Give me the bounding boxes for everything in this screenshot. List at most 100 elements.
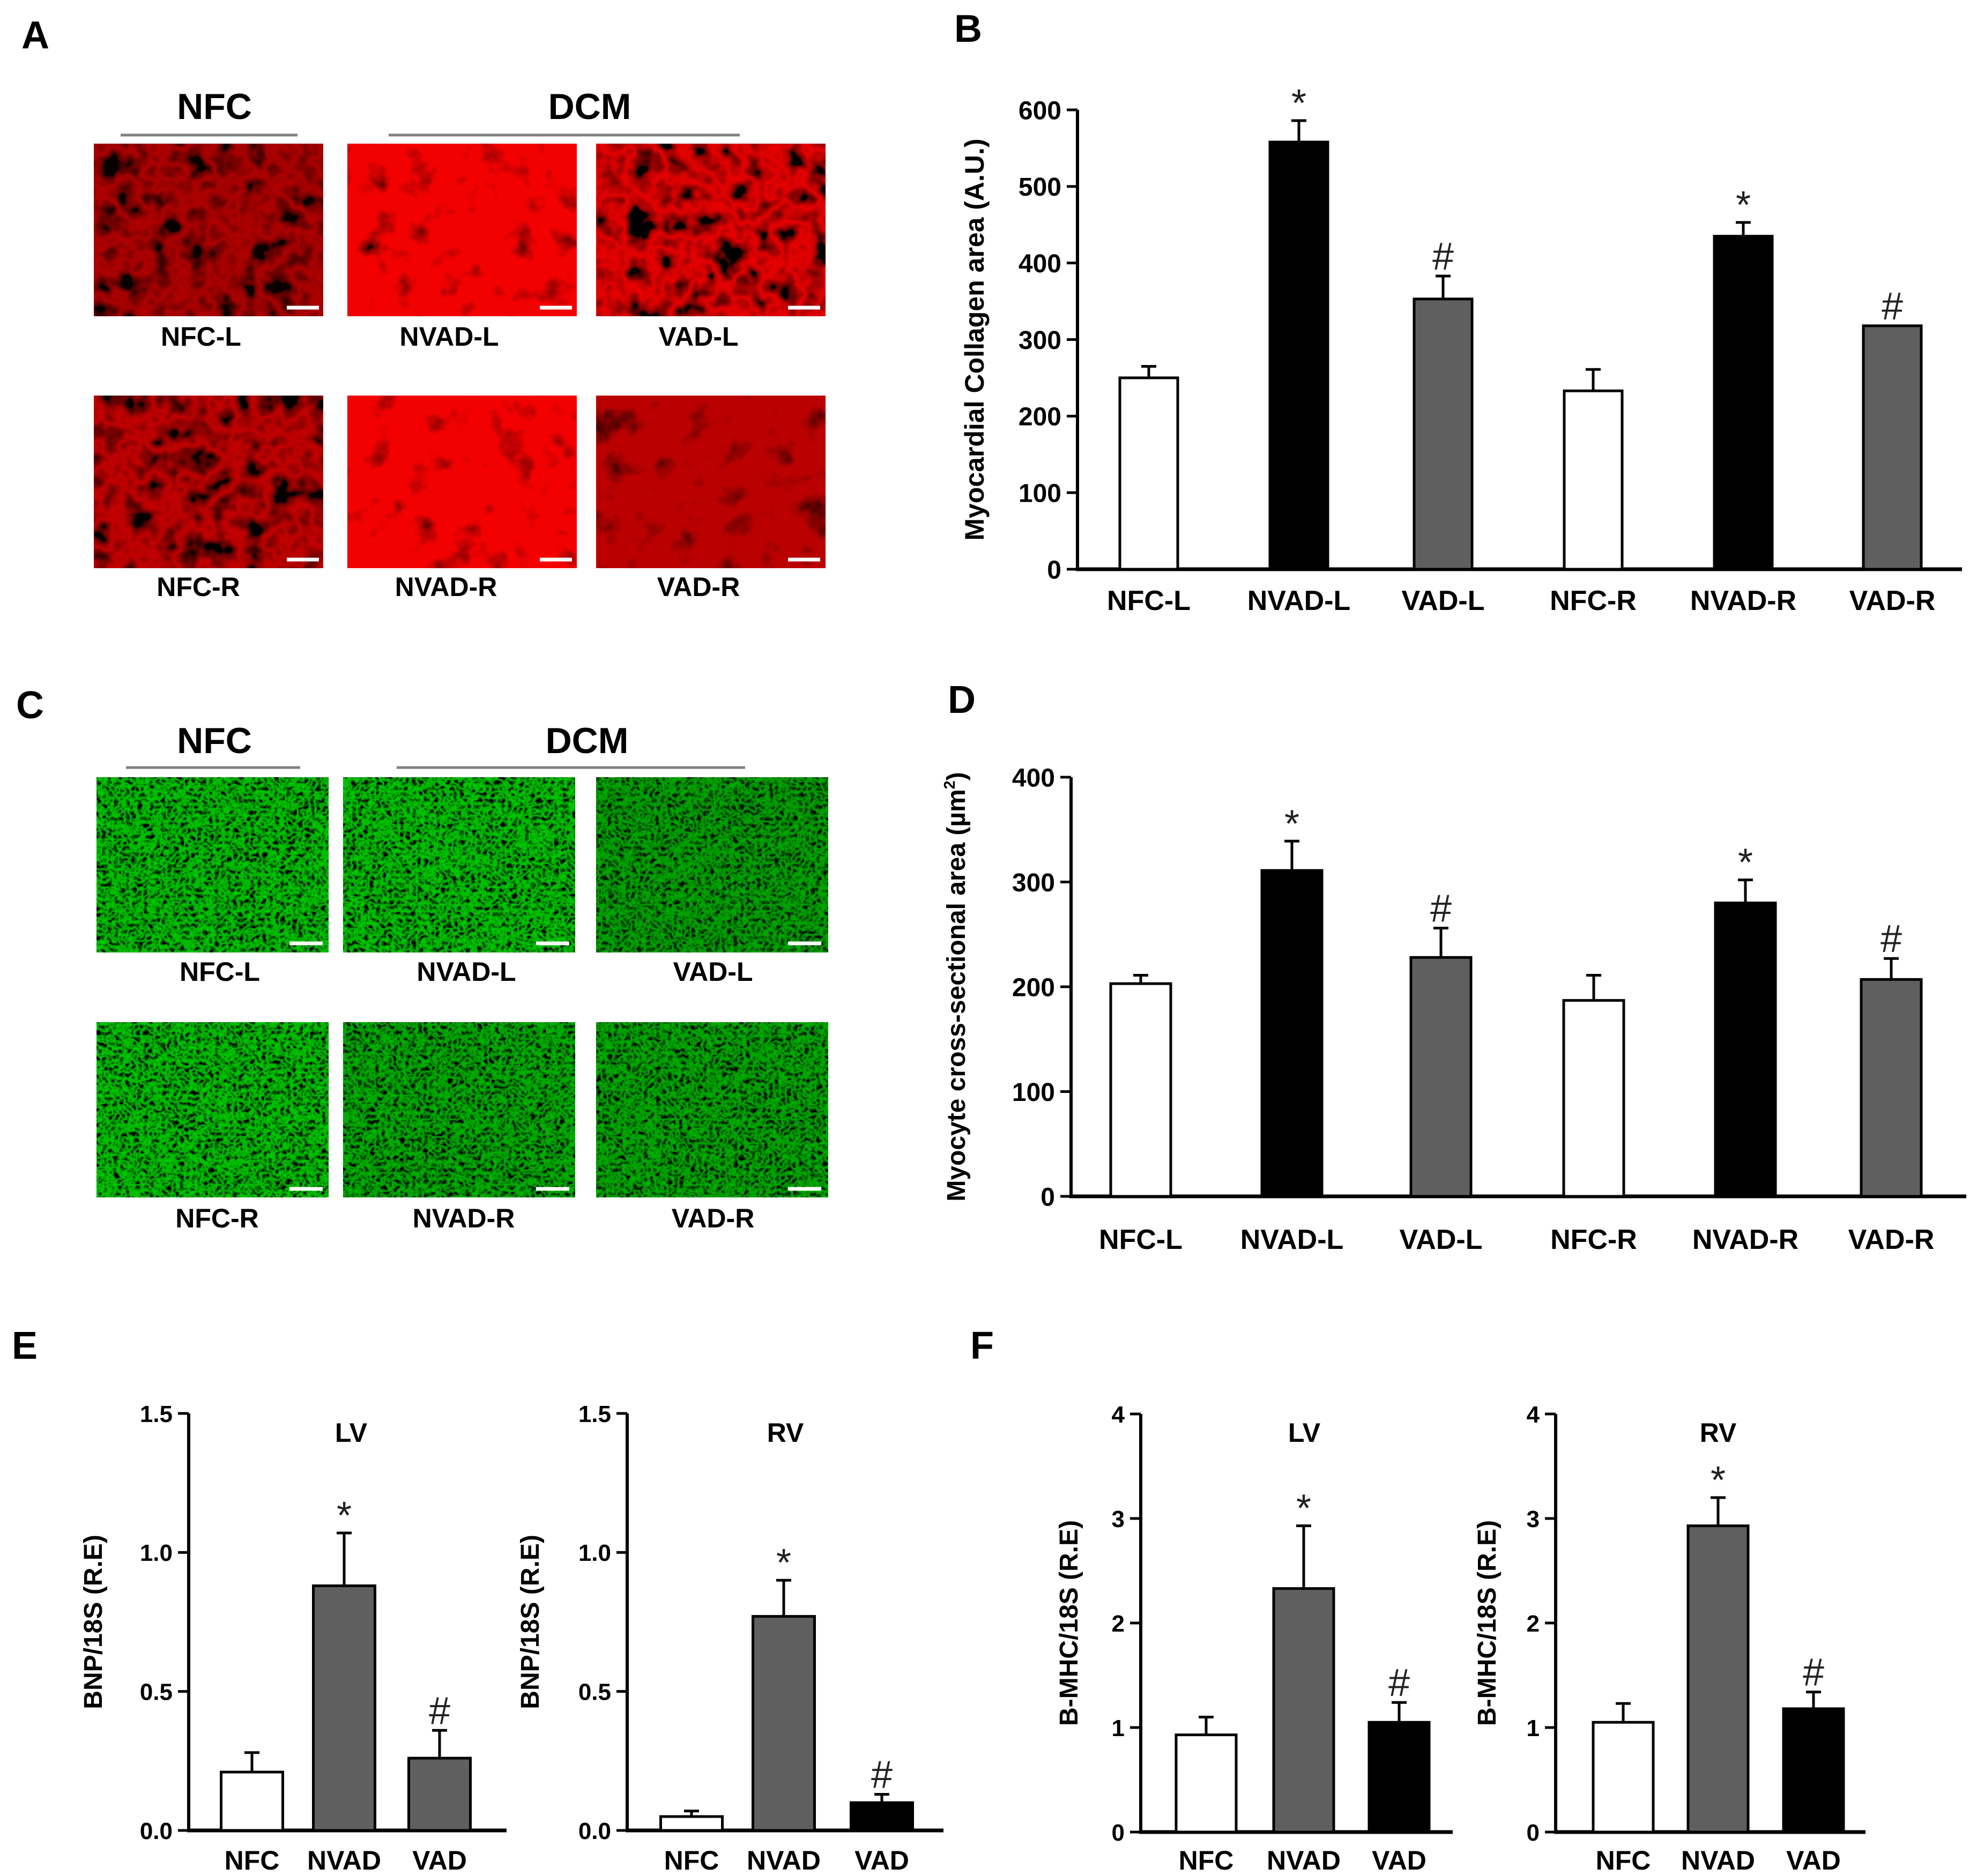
- chart-title: RV: [1700, 1418, 1737, 1448]
- micrograph-label: VAD-L: [658, 322, 738, 352]
- micrograph-vad-l-green-texture: [596, 777, 828, 952]
- panel-c-group-dcm: DCM: [546, 720, 629, 761]
- x-tick-label: VAD: [1786, 1845, 1841, 1875]
- chart-title: RV: [767, 1418, 804, 1448]
- bar: [1109, 982, 1172, 1198]
- x-tick-label: VAD-R: [1849, 585, 1936, 616]
- y-tick-label: 400: [1012, 764, 1055, 792]
- significance-marker: #: [1388, 1662, 1410, 1704]
- x-tick-label: NFC-L: [1099, 1224, 1183, 1255]
- bar: [1686, 1524, 1750, 1834]
- y-tick-label: 0: [1112, 1820, 1125, 1846]
- x-tick-label: NFC: [1596, 1845, 1651, 1875]
- significance-marker: *: [337, 1494, 352, 1537]
- x-tick-label: VAD: [854, 1845, 909, 1875]
- panel-letter-b: B: [954, 8, 982, 50]
- bar: [1272, 1587, 1335, 1834]
- y-tick-label: 300: [1012, 869, 1055, 897]
- significance-marker: #: [429, 1689, 450, 1732]
- y-axis-label: Myocyte cross-sectional area (µm2): [941, 772, 971, 1201]
- y-tick-label: 400: [1019, 250, 1061, 278]
- chart-title: LV: [335, 1418, 368, 1448]
- panel-c-group-nfc: NFC: [177, 720, 252, 761]
- significance-marker: *: [1738, 842, 1753, 884]
- significance-marker: #: [1432, 235, 1454, 278]
- micrograph-label: NVAD-L: [417, 957, 516, 987]
- significance-marker: *: [776, 1542, 791, 1584]
- y-tick-label: 300: [1019, 326, 1061, 355]
- chart-e-rv: 0.0 0.5 1.0 1.5 BNP/18S (R.E) RV NFC * NVAD # VAD: [516, 1401, 943, 1875]
- bar: [1714, 902, 1777, 1198]
- y-tick-label: 4: [1112, 1402, 1125, 1428]
- chart-f-rv: 0 1 2 3 4 B-MHC/18S (R.E) RV NFC * NVAD # VAD: [1473, 1402, 1865, 1875]
- micrograph-label: VAD-R: [657, 572, 740, 602]
- x-tick-label: NVAD-L: [1240, 1224, 1344, 1255]
- y-tick-label: 1.5: [578, 1401, 611, 1427]
- x-tick-label: VAD-R: [1848, 1224, 1935, 1255]
- panel-letter-e: E: [12, 1324, 38, 1367]
- bar: [1592, 1721, 1655, 1834]
- x-tick-label: NVAD-R: [1692, 1224, 1798, 1255]
- significance-marker: #: [1882, 285, 1903, 328]
- x-tick-label: NVAD: [307, 1845, 381, 1875]
- y-tick-label: 0: [1527, 1820, 1540, 1846]
- x-tick-label: VAD-L: [1401, 585, 1484, 616]
- micrograph-label: NFC-R: [175, 1203, 259, 1233]
- significance-marker: #: [1803, 1651, 1824, 1694]
- panel-a-group-dcm: DCM: [548, 86, 631, 127]
- micrograph-vad-r-green-texture: [596, 1022, 828, 1197]
- x-tick-label: NFC: [1179, 1845, 1234, 1875]
- bar: [312, 1584, 376, 1832]
- bar: [752, 1615, 816, 1832]
- micrograph-nvad-l-texture: [347, 144, 577, 316]
- significance-marker: *: [1291, 82, 1306, 125]
- chart-title: LV: [1288, 1418, 1321, 1448]
- y-tick-label: 0.5: [578, 1679, 611, 1706]
- y-tick-label: 2: [1527, 1611, 1540, 1637]
- micrograph-vad-l-texture: [596, 144, 826, 316]
- micrograph-nfc-l-green-texture: [96, 777, 329, 952]
- y-axis-label: BNP/18S (R.E): [516, 1535, 545, 1709]
- micrograph-nvad-r-texture: [347, 396, 577, 568]
- y-axis-label: B-MHC/18S (R.E): [1055, 1520, 1083, 1726]
- y-tick-label: 0: [1047, 556, 1061, 584]
- y-tick-label: 0.5: [140, 1679, 173, 1706]
- y-tick-label: 500: [1019, 173, 1061, 202]
- bar: [220, 1770, 284, 1832]
- micrograph-label: NFC-R: [157, 572, 240, 602]
- scale-bars-a: [287, 306, 820, 562]
- micrograph-nfc-l-texture: [94, 144, 323, 316]
- y-tick-label: 1: [1112, 1715, 1125, 1741]
- y-tick-label: 4: [1527, 1402, 1540, 1428]
- micrograph-label: NFC-L: [180, 957, 260, 987]
- y-tick-label: 2: [1112, 1611, 1125, 1637]
- y-tick-label: 200: [1012, 973, 1055, 1002]
- y-axis-label: Myocardial Collagen area (A.U.): [960, 138, 990, 540]
- x-tick-label: VAD: [412, 1845, 467, 1875]
- y-tick-label: 600: [1019, 96, 1061, 125]
- y-tick-label: 100: [1019, 479, 1061, 508]
- micrograph-label: NVAD-L: [399, 322, 499, 352]
- significance-marker: #: [871, 1754, 893, 1797]
- x-tick-label: NFC-R: [1550, 1224, 1637, 1255]
- significance-marker: *: [1711, 1459, 1726, 1502]
- x-tick-label: NFC-L: [1107, 585, 1191, 616]
- significance-marker: #: [1430, 888, 1452, 930]
- x-tick-label: NVAD: [747, 1845, 821, 1875]
- bar: [1562, 999, 1625, 1198]
- scale-bars-c: [289, 941, 821, 1191]
- micrograph-nfc-r-green-texture: [96, 1022, 329, 1197]
- x-tick-label: VAD-L: [1399, 1224, 1482, 1255]
- significance-marker: *: [1284, 802, 1299, 845]
- y-axis-label: BNP/18S (R.E): [79, 1535, 108, 1709]
- y-tick-label: 100: [1012, 1078, 1055, 1107]
- chart-f-lv: 0 1 2 3 4 B-MHC/18S (R.E) LV NFC * NVAD # VAD: [1055, 1402, 1453, 1875]
- bar: [659, 1815, 724, 1832]
- x-tick-label: NVAD: [1681, 1845, 1755, 1875]
- bar: [1175, 1733, 1238, 1834]
- x-tick-label: NFC-R: [1550, 585, 1637, 616]
- y-tick-label: 1.0: [578, 1540, 611, 1566]
